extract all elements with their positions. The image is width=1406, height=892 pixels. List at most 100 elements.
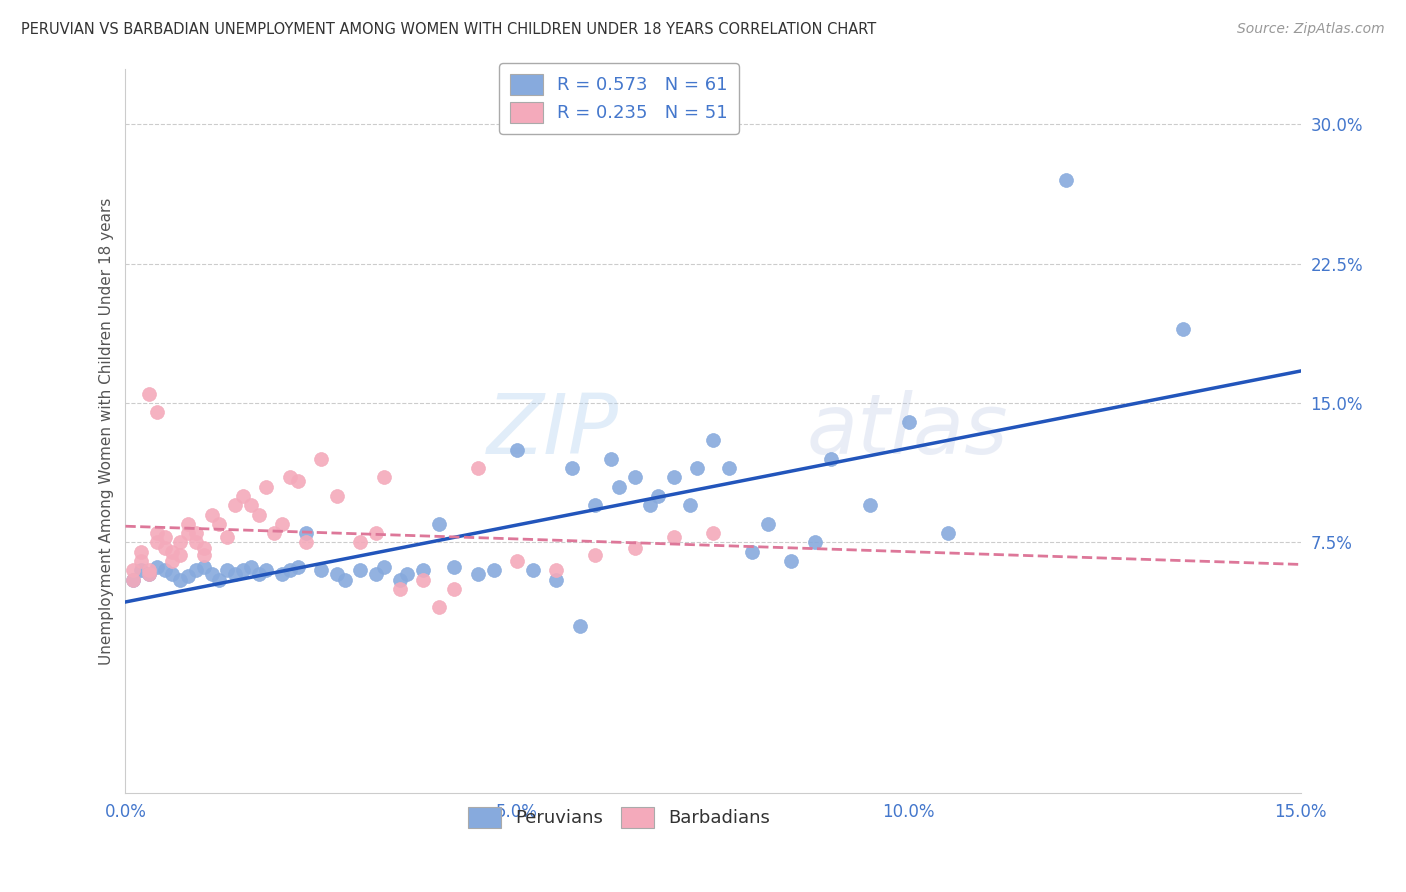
Point <box>287 559 309 574</box>
Point <box>294 535 316 549</box>
Point <box>568 619 591 633</box>
Point <box>153 530 176 544</box>
Point <box>326 489 349 503</box>
Point <box>623 470 645 484</box>
Point <box>146 559 169 574</box>
Point <box>349 535 371 549</box>
Point <box>263 526 285 541</box>
Point <box>623 541 645 555</box>
Point <box>177 569 200 583</box>
Point <box>169 535 191 549</box>
Point <box>427 600 450 615</box>
Point <box>366 567 388 582</box>
Point <box>702 526 724 541</box>
Point <box>373 470 395 484</box>
Point <box>146 405 169 419</box>
Point <box>647 489 669 503</box>
Text: ZIP: ZIP <box>486 391 619 472</box>
Text: atlas: atlas <box>807 391 1008 472</box>
Point <box>427 516 450 531</box>
Point <box>162 545 184 559</box>
Point <box>333 573 356 587</box>
Point <box>247 567 270 582</box>
Text: Source: ZipAtlas.com: Source: ZipAtlas.com <box>1237 22 1385 37</box>
Point <box>232 563 254 577</box>
Point <box>443 582 465 596</box>
Point <box>162 554 184 568</box>
Point <box>153 563 176 577</box>
Point <box>607 480 630 494</box>
Point <box>467 567 489 582</box>
Point <box>208 573 231 587</box>
Point <box>686 461 709 475</box>
Point <box>224 498 246 512</box>
Point <box>129 563 152 577</box>
Point <box>311 451 333 466</box>
Point <box>546 563 568 577</box>
Point <box>201 508 224 522</box>
Point <box>224 567 246 582</box>
Point <box>506 554 529 568</box>
Point <box>247 508 270 522</box>
Point <box>217 530 239 544</box>
Text: PERUVIAN VS BARBADIAN UNEMPLOYMENT AMONG WOMEN WITH CHILDREN UNDER 18 YEARS CORR: PERUVIAN VS BARBADIAN UNEMPLOYMENT AMONG… <box>21 22 876 37</box>
Point <box>122 573 145 587</box>
Point <box>373 559 395 574</box>
Y-axis label: Unemployment Among Women with Children Under 18 years: Unemployment Among Women with Children U… <box>100 197 114 665</box>
Point <box>208 516 231 531</box>
Point <box>129 554 152 568</box>
Point <box>256 563 278 577</box>
Point <box>184 535 207 549</box>
Point <box>177 526 200 541</box>
Point <box>193 559 215 574</box>
Point <box>585 498 607 512</box>
Point <box>506 442 529 457</box>
Point <box>936 526 959 541</box>
Point <box>717 461 740 475</box>
Point <box>640 498 662 512</box>
Point <box>366 526 388 541</box>
Point <box>585 549 607 563</box>
Point <box>662 470 685 484</box>
Point <box>256 480 278 494</box>
Point <box>443 559 465 574</box>
Point <box>271 567 294 582</box>
Point <box>138 567 160 582</box>
Point <box>122 563 145 577</box>
Point <box>388 573 411 587</box>
Point <box>412 563 434 577</box>
Point <box>271 516 294 531</box>
Point <box>600 451 623 466</box>
Point <box>467 461 489 475</box>
Point <box>278 470 301 484</box>
Point <box>311 563 333 577</box>
Point <box>153 541 176 555</box>
Point <box>396 567 419 582</box>
Point <box>138 386 160 401</box>
Point <box>193 549 215 563</box>
Point <box>1171 322 1194 336</box>
Point <box>1054 173 1077 187</box>
Point <box>482 563 505 577</box>
Point <box>193 541 215 555</box>
Point <box>129 545 152 559</box>
Point <box>217 563 239 577</box>
Point <box>388 582 411 596</box>
Point <box>780 554 803 568</box>
Point <box>897 415 920 429</box>
Point <box>122 573 145 587</box>
Point <box>820 451 842 466</box>
Point <box>522 563 544 577</box>
Point <box>278 563 301 577</box>
Point <box>138 567 160 582</box>
Point <box>239 498 262 512</box>
Point <box>177 516 200 531</box>
Point <box>162 567 184 582</box>
Point <box>546 573 568 587</box>
Point <box>138 563 160 577</box>
Point <box>169 549 191 563</box>
Point <box>201 567 224 582</box>
Point <box>184 526 207 541</box>
Point <box>859 498 882 512</box>
Point <box>678 498 700 512</box>
